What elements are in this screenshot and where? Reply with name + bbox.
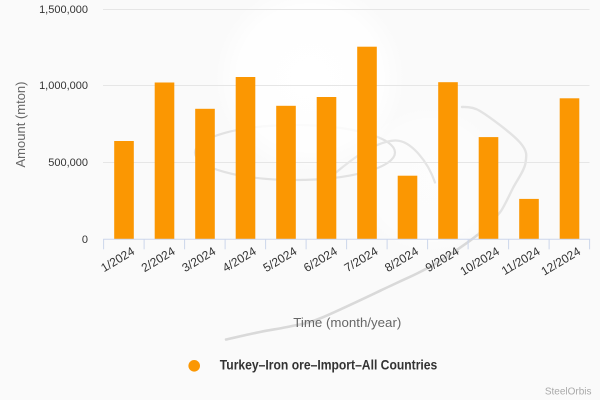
svg-text:SteelOrbis: SteelOrbis	[545, 387, 592, 398]
svg-text:500,000: 500,000	[48, 157, 88, 169]
svg-text:Turkey–Iron ore–Import–All Cou: Turkey–Iron ore–Import–All Countries	[220, 358, 438, 373]
svg-text:1,500,000: 1,500,000	[39, 4, 88, 16]
svg-text:0: 0	[82, 234, 88, 246]
svg-text:Amount (mton): Amount (mton)	[13, 82, 28, 168]
svg-text:1,000,000: 1,000,000	[39, 80, 88, 92]
svg-text:Time (month/year): Time (month/year)	[293, 315, 401, 330]
